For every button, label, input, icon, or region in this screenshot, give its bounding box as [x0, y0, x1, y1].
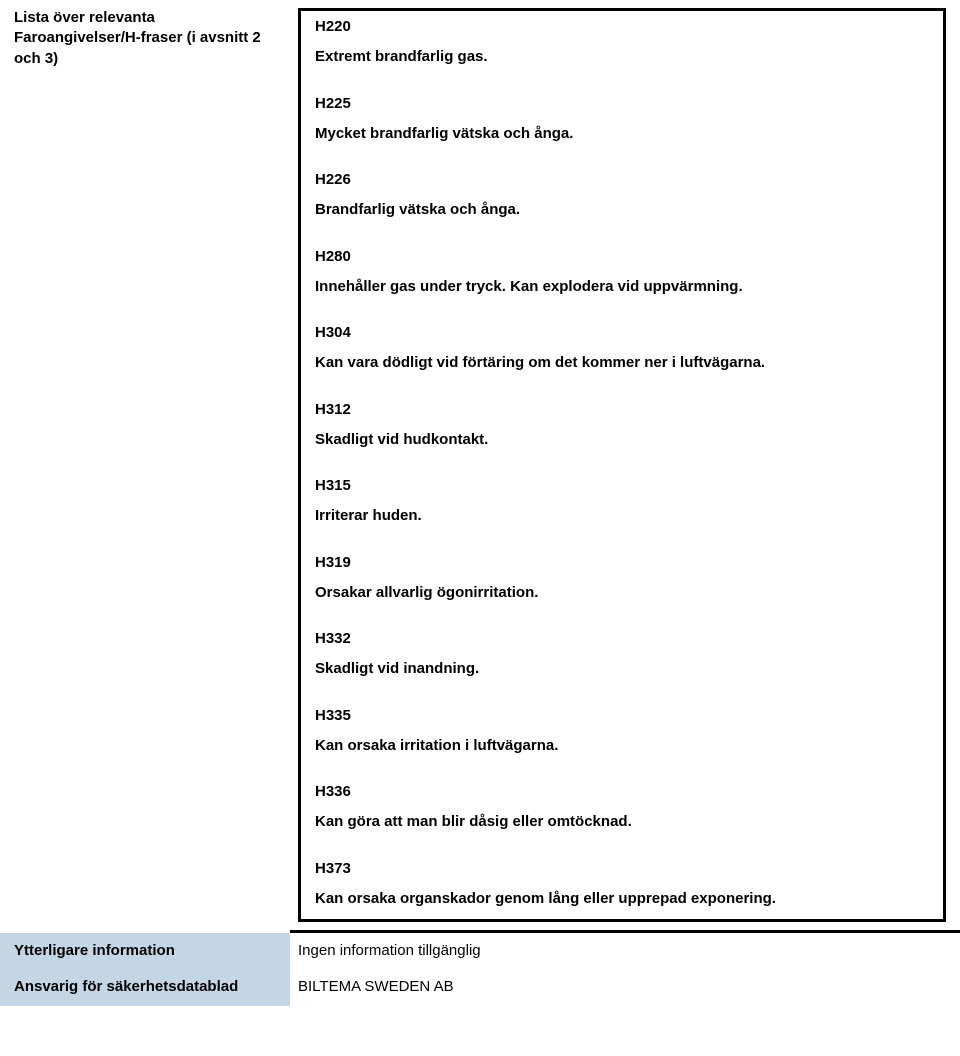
- h-text: Extremt brandfarlig gas.: [315, 47, 929, 67]
- h-code: H332: [315, 629, 929, 649]
- h-text: Kan orsaka irritation i luftvägarna.: [315, 736, 929, 756]
- h-code: H373: [315, 859, 929, 879]
- h-text: Skadligt vid inandning.: [315, 659, 929, 679]
- additional-info-value: Ingen information tillgänglig: [290, 933, 960, 969]
- h-text: Kan orsaka organskador genom lång eller …: [315, 889, 929, 909]
- hazard-phrases-cell: H220 Extremt brandfarlig gas. H225 Mycke…: [290, 0, 960, 930]
- sds-table: Lista över relevanta Faroangivelser/H-fr…: [0, 0, 960, 1006]
- h-text: Orsakar allvarlig ögonirritation.: [315, 583, 929, 603]
- h-code: H335: [315, 706, 929, 726]
- h-text: Innehåller gas under tryck. Kan exploder…: [315, 277, 929, 297]
- h-text: Kan vara dödligt vid förtäring om det ko…: [315, 353, 929, 373]
- responsible-label: Ansvarig för säkerhetsdatablad: [0, 969, 290, 1005]
- h-code: H315: [315, 476, 929, 496]
- h-text: Irriterar huden.: [315, 506, 929, 526]
- hazard-phrases-box: H220 Extremt brandfarlig gas. H225 Mycke…: [298, 8, 946, 922]
- h-code: H336: [315, 782, 929, 802]
- additional-info-row: Ytterligare information Ingen informatio…: [0, 933, 960, 969]
- h-code: H304: [315, 323, 929, 343]
- h-code: H280: [315, 247, 929, 267]
- responsible-value: BILTEMA SWEDEN AB: [290, 969, 960, 1005]
- h-text: Skadligt vid hudkontakt.: [315, 430, 929, 450]
- additional-info-label: Ytterligare information: [0, 933, 290, 969]
- h-code: H220: [315, 17, 929, 37]
- h-code: H225: [315, 94, 929, 114]
- hazard-phrases-row: Lista över relevanta Faroangivelser/H-fr…: [0, 0, 960, 930]
- responsible-row: Ansvarig för säkerhetsdatablad BILTEMA S…: [0, 969, 960, 1005]
- hazard-phrases-label: Lista över relevanta Faroangivelser/H-fr…: [0, 0, 290, 930]
- h-code: H319: [315, 553, 929, 573]
- h-code: H226: [315, 170, 929, 190]
- h-text: Brandfarlig vätska och ånga.: [315, 200, 929, 220]
- h-code: H312: [315, 400, 929, 420]
- h-text: Mycket brandfarlig vätska och ånga.: [315, 124, 929, 144]
- sds-page: Lista över relevanta Faroangivelser/H-fr…: [0, 0, 960, 1056]
- h-text: Kan göra att man blir dåsig eller omtöck…: [315, 812, 929, 832]
